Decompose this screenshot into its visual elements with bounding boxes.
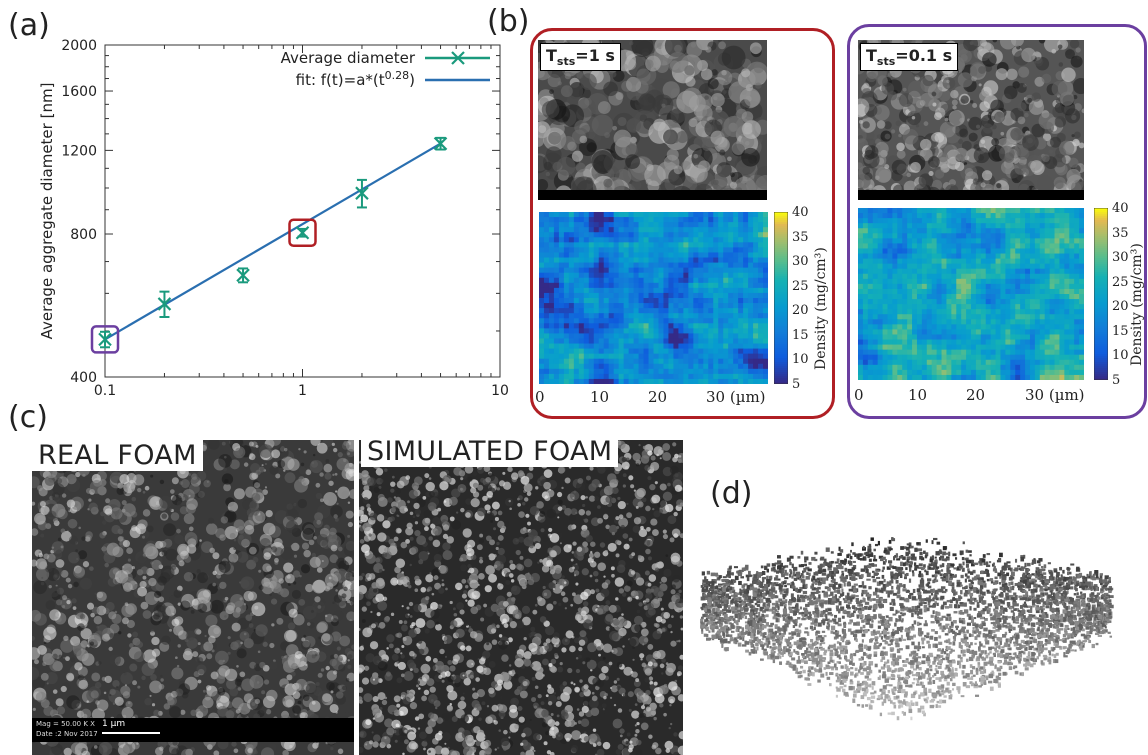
scalebar-length: 1 µm xyxy=(102,719,126,729)
scalebar-line xyxy=(102,732,160,734)
heatmap-xtick: 30 (µm) xyxy=(706,388,766,406)
colorbar-1s xyxy=(774,212,788,384)
panel-label-b: (b) xyxy=(487,4,530,39)
data-point xyxy=(355,186,369,200)
data-point xyxy=(433,136,448,151)
colorbar-tick-label: 40 xyxy=(792,205,809,220)
scalebar-strip: Mag = 50.00 K X Date :2 Nov 2017 1 µm xyxy=(32,718,354,742)
heatmap-xtick: 20 xyxy=(648,388,668,406)
colorbar-tick-label: 10 xyxy=(1112,348,1129,364)
heatmap-xtick: 0 xyxy=(535,388,545,406)
y-tick-label: 2000 xyxy=(61,38,97,54)
highlight-box xyxy=(90,325,120,354)
colorbar-tick-label: 25 xyxy=(792,278,809,294)
colorbar-tick-label: 15 xyxy=(792,327,809,343)
sem-image-tsts-1s xyxy=(538,40,767,200)
colorbar-tick-label: 30 xyxy=(1112,250,1129,266)
density-heatmap-0.1s xyxy=(858,208,1084,380)
diameter-vs-time-chart: 0.1110400800120016002000shot-to-shot tim… xyxy=(38,38,509,399)
y-tick-label: 1200 xyxy=(61,143,97,159)
real-foam-label: REAL FOAM xyxy=(32,440,203,471)
colorbar-tick-label: 5 xyxy=(792,377,801,392)
colorbar-tick-label: 30 xyxy=(792,254,809,270)
data-point xyxy=(236,268,250,283)
frame-tsts-1s xyxy=(530,28,835,419)
scalebar-mag-text: Mag = 50.00 K X xyxy=(36,720,95,728)
colorbar-label-1s: Density (mg/cm³) xyxy=(813,247,829,370)
tsts-label-0.1s: Tsts=0.1 s xyxy=(860,43,959,72)
colorbar-tick-label: 15 xyxy=(1112,323,1129,339)
tsts-label-1s: Tsts=1 s xyxy=(540,43,621,72)
x-tick-label: 10 xyxy=(491,383,509,399)
panel-label-a: (a) xyxy=(8,8,50,43)
highlight-box xyxy=(288,218,317,247)
colorbar-tick-label: 40 xyxy=(1112,201,1129,216)
heatmap-xtick: 20 xyxy=(966,386,986,404)
heatmap-xtick: 10 xyxy=(590,388,610,406)
panel-label-d: (d) xyxy=(710,476,753,511)
colorbar-tick-label: 35 xyxy=(1112,225,1129,241)
simulated-foam-label: SIMULATED FOAM xyxy=(361,436,619,467)
colorbar-tick-label: 25 xyxy=(1112,274,1129,290)
colorbar-tick-label: 20 xyxy=(1112,299,1129,315)
plot-frame xyxy=(104,44,501,378)
colorbar-tick-label: 10 xyxy=(792,352,809,368)
y-tick-label: 800 xyxy=(70,227,97,243)
heatmap-xtick: 30 (µm) xyxy=(1025,386,1085,404)
legend-series-label: Average diameter xyxy=(281,49,416,67)
real-foam-image xyxy=(32,440,354,755)
scalebar-date-text: Date :2 Nov 2017 xyxy=(36,730,98,738)
data-point xyxy=(295,225,310,240)
fit-line xyxy=(104,142,442,341)
aggregate-3d-render xyxy=(700,537,1114,721)
colorbar-tick-label: 5 xyxy=(1112,373,1121,388)
panel-label-c: (c) xyxy=(8,400,48,435)
density-heatmap-1s xyxy=(539,212,768,384)
y-tick-label: 400 xyxy=(70,370,97,386)
colorbar-label-0.1s: Density (mg/cm³) xyxy=(1129,243,1145,366)
y-tick-label: 1600 xyxy=(61,84,97,100)
heatmap-xtick: 0 xyxy=(854,386,864,404)
colorbar-tick-label: 20 xyxy=(792,303,809,319)
legend-fit-label: fit: f(t)=a*(t0.28) xyxy=(296,69,415,89)
simulated-foam-image xyxy=(359,440,683,755)
colorbar-0.1s xyxy=(1094,208,1108,380)
y-axis-label: Average aggregate diameter [nm] xyxy=(38,83,56,340)
x-tick-label: 1 xyxy=(298,383,307,399)
colorbar-tick-label: 35 xyxy=(792,229,809,245)
data-point xyxy=(157,297,172,311)
heatmap-xtick: 10 xyxy=(908,386,928,404)
data-point xyxy=(98,332,112,347)
frame-tsts-0.1s xyxy=(847,24,1147,419)
legend-marker xyxy=(451,51,465,65)
x-tick-label: 0.1 xyxy=(94,383,116,399)
